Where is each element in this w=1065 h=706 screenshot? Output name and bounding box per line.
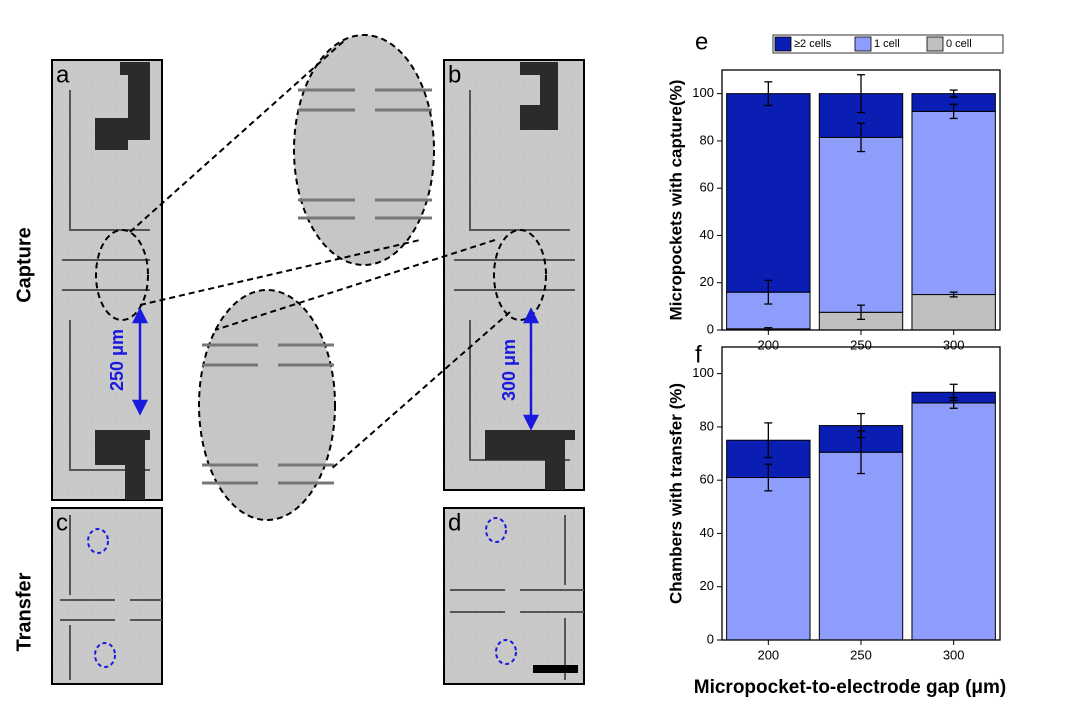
x-tick-label: 300 [943, 647, 965, 662]
bar-segment [819, 137, 902, 312]
row-label: Transfer [13, 572, 35, 651]
panel-label: c [56, 509, 68, 536]
bar-segment [912, 111, 995, 294]
panel-d-image [444, 508, 584, 684]
y-tick-label: 20 [700, 578, 714, 593]
bar-segment [727, 94, 810, 293]
x-tick-label: 200 [757, 337, 779, 352]
legend-swatch [775, 37, 791, 51]
y-tick-label: 40 [700, 227, 714, 242]
x-tick-label: 250 [850, 337, 872, 352]
y-tick-label: 0 [707, 631, 714, 646]
x-tick-label: 300 [943, 337, 965, 352]
legend-swatch [927, 37, 943, 51]
legend-label: ≥2 cells [794, 38, 832, 50]
y-tick-label: 40 [700, 525, 714, 540]
zoom-top [294, 35, 434, 265]
distance-label: 250 μm [107, 329, 127, 391]
y-tick-label: 20 [700, 274, 714, 289]
x-axis-title: Micropocket-to-electrode gap (μm) [694, 677, 1007, 698]
panel-label: a [56, 61, 70, 88]
bar-segment [727, 478, 810, 640]
y-tick-label: 100 [692, 85, 714, 100]
legend-label: 0 cell [946, 38, 972, 50]
zoom-bottom [199, 290, 335, 520]
y-tick-label: 60 [700, 180, 714, 195]
x-tick-label: 250 [850, 647, 872, 662]
x-tick-label: 200 [757, 647, 779, 662]
bar-segment [912, 295, 995, 330]
y-tick-label: 100 [692, 365, 714, 380]
y-tick-label: 80 [700, 418, 714, 433]
scale-bar [533, 665, 578, 673]
y-axis-title: Chambers with transfer (%) [666, 383, 685, 604]
bar-segment [912, 403, 995, 640]
distance-label: 300 μm [499, 339, 519, 401]
panel-label: e [695, 28, 708, 55]
y-tick-label: 60 [700, 472, 714, 487]
y-axis-title: Micropockets with capture(%) [666, 80, 685, 321]
legend-swatch [855, 37, 871, 51]
y-tick-label: 0 [707, 321, 714, 336]
figure: 250 μm 300 μm a b c d Capture Transfer e… [0, 0, 1065, 701]
panel-label: d [448, 509, 461, 536]
panel-b-image [444, 60, 584, 490]
row-label: Capture [13, 227, 35, 303]
y-tick-label: 80 [700, 132, 714, 147]
panel-c-image [52, 508, 162, 684]
legend-label: 1 cell [874, 38, 900, 50]
micrographs: 250 μm 300 μm a b c d Capture Transfer [13, 35, 584, 684]
bar-segment [819, 452, 902, 640]
panel-label: b [448, 61, 461, 88]
